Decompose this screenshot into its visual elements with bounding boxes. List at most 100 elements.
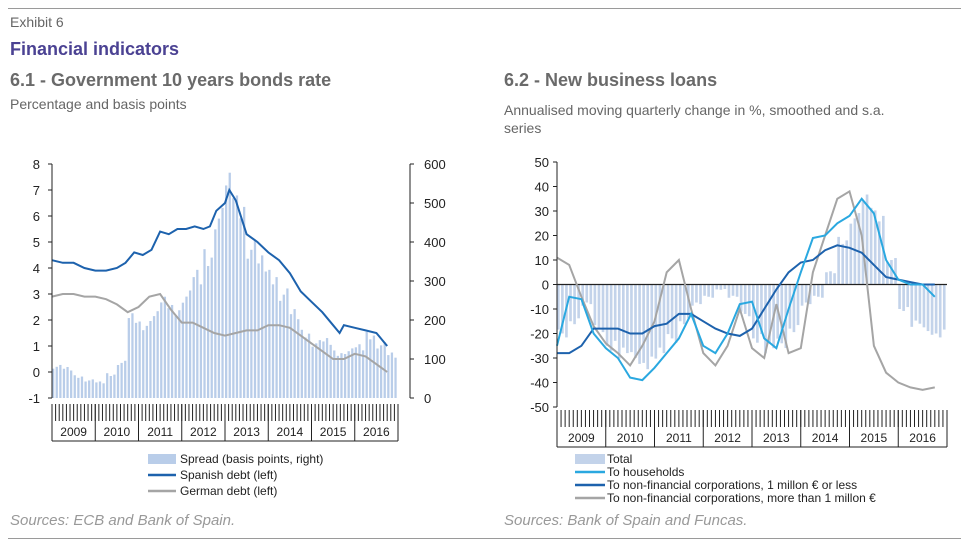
spread-bar bbox=[246, 258, 249, 398]
total-bar bbox=[662, 284, 666, 354]
total-bar bbox=[865, 194, 869, 285]
spread-bar bbox=[286, 288, 289, 398]
total-bar bbox=[699, 284, 702, 305]
spread-bar bbox=[163, 296, 167, 398]
spread-bar bbox=[329, 344, 332, 398]
total-bar bbox=[589, 284, 593, 305]
legend-label: To non-financial corporations, more than… bbox=[607, 491, 876, 505]
spread-bar bbox=[124, 360, 127, 398]
spread-bar bbox=[199, 284, 203, 398]
spread-bar bbox=[225, 185, 228, 398]
spread-bar bbox=[387, 355, 390, 398]
total-bar bbox=[691, 284, 694, 306]
total-bar bbox=[617, 284, 621, 359]
left-axis-tick-label: 7 bbox=[33, 183, 40, 198]
spread-bar bbox=[170, 304, 174, 398]
chart-1-year-label: 2012 bbox=[190, 425, 217, 439]
total-bar bbox=[877, 221, 881, 285]
spread-bar bbox=[372, 335, 376, 398]
legend-swatch-total bbox=[575, 454, 605, 464]
spread-bar bbox=[174, 315, 177, 398]
spread-bar bbox=[369, 339, 372, 398]
chart-2-title: 6.2 - New business loans bbox=[504, 70, 718, 90]
spread-bar bbox=[221, 207, 224, 398]
german-debt-line bbox=[51, 292, 388, 373]
spread-bar bbox=[271, 284, 275, 398]
spread-bar bbox=[120, 362, 123, 398]
spread-bar bbox=[73, 375, 76, 398]
legend-label: To non-financial corporations, 1 millon … bbox=[607, 478, 857, 492]
total-bar bbox=[804, 284, 808, 303]
chart-2-year-label: 2011 bbox=[666, 431, 692, 445]
total-bar bbox=[622, 284, 625, 348]
total-bar bbox=[601, 284, 605, 333]
y-axis-tick-label: -10 bbox=[530, 302, 549, 317]
spread-bar bbox=[253, 240, 257, 398]
exhibit-label: Exhibit 6 bbox=[10, 14, 64, 30]
chart-1-year-label: 2011 bbox=[147, 425, 173, 439]
spread-bar bbox=[192, 277, 195, 398]
spread-bar bbox=[149, 321, 152, 398]
total-bar bbox=[707, 284, 710, 297]
total-bar bbox=[926, 284, 930, 332]
spread-bar bbox=[102, 383, 105, 398]
left-axis-tick-label: 4 bbox=[33, 261, 40, 276]
spread-bar bbox=[98, 381, 102, 398]
spread-bar bbox=[160, 302, 163, 398]
chart-1-year-label: 2016 bbox=[363, 425, 390, 439]
y-axis-tick-label: 10 bbox=[535, 253, 549, 268]
chart-1-year-label: 2010 bbox=[104, 425, 131, 439]
spread-bar bbox=[358, 344, 361, 398]
y-axis-tick-label: -50 bbox=[530, 400, 549, 415]
total-bar bbox=[853, 218, 857, 285]
spread-bar bbox=[243, 206, 246, 398]
total-bar bbox=[841, 243, 845, 285]
spread-bar bbox=[214, 229, 217, 398]
spread-bar bbox=[365, 331, 368, 398]
total-bar bbox=[800, 284, 804, 306]
total-bar bbox=[873, 210, 877, 285]
spread-bar bbox=[318, 340, 321, 398]
y-axis-tick-label: -40 bbox=[530, 376, 549, 391]
legend-label: German debt (left) bbox=[180, 484, 277, 498]
spread-bar bbox=[185, 296, 188, 398]
y-axis-tick-label: 0 bbox=[542, 278, 549, 293]
total-bar bbox=[829, 271, 832, 285]
chart-2-year-label: 2013 bbox=[763, 431, 790, 445]
total-bar bbox=[817, 284, 820, 297]
left-axis-tick-label: 1 bbox=[33, 339, 40, 354]
total-bar bbox=[906, 284, 910, 308]
spread-bar bbox=[351, 348, 354, 398]
spread-bar bbox=[354, 347, 358, 398]
total-bar bbox=[573, 284, 576, 325]
total-bar bbox=[747, 284, 751, 317]
nfc-large-line bbox=[556, 189, 936, 391]
total-bar bbox=[812, 284, 816, 296]
total-bar bbox=[760, 284, 763, 335]
total-bar bbox=[597, 284, 601, 329]
total-bar bbox=[731, 284, 735, 296]
spread-bar bbox=[210, 257, 213, 398]
chart-1-year-label: 2013 bbox=[233, 425, 260, 439]
total-bar bbox=[654, 284, 658, 359]
total-bar bbox=[825, 272, 828, 285]
total-bar bbox=[934, 284, 938, 334]
y-axis-tick-label: -30 bbox=[530, 351, 549, 366]
spread-bar bbox=[361, 350, 365, 398]
total-bar bbox=[837, 236, 840, 285]
total-bar bbox=[613, 284, 617, 341]
total-bar bbox=[821, 284, 824, 298]
total-bar bbox=[768, 284, 771, 344]
total-bar bbox=[703, 284, 706, 296]
spread-bar bbox=[134, 322, 138, 398]
total-bar bbox=[890, 260, 893, 285]
spread-bar bbox=[235, 195, 239, 398]
spread-bar bbox=[217, 218, 221, 398]
total-bar bbox=[886, 261, 889, 285]
total-bar bbox=[593, 284, 597, 326]
spread-bar bbox=[77, 377, 80, 398]
chart-2-subtitle: Annualised moving quarterly change in %,… bbox=[504, 102, 885, 136]
total-bar bbox=[585, 284, 589, 303]
right-axis-tick-label: 400 bbox=[424, 235, 446, 250]
chart-1-year-label: 2015 bbox=[320, 425, 347, 439]
